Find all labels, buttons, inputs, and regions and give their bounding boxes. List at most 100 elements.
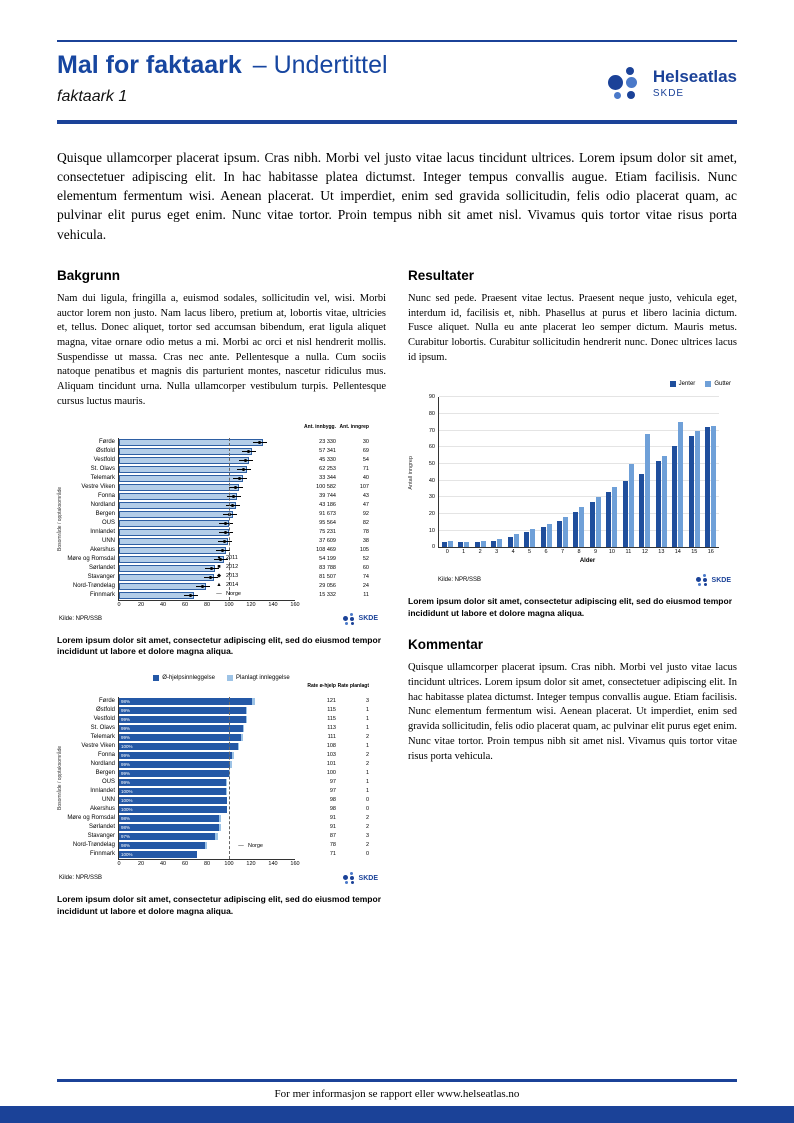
row-label: Vestfold [93,716,115,723]
table-row: 54 199 52 [303,555,369,564]
table-row: 87 3 [303,832,369,841]
marker-dot [220,548,224,552]
acute-bar: 98% [119,698,253,706]
x-tick-label: 8 [577,549,581,556]
bar [606,492,612,548]
acute-bar: 99% [119,761,231,769]
section-heading-bakgrunn: Bakgrunn [57,268,121,283]
row-label: UNN [102,797,115,804]
chart-age-gender-distribution: Jenter Gutter Antall inngrep 0 10 20 30 40 50 60 7… [408,381,737,587]
x-tick-label: 20 [137,861,145,868]
acute-bar: 99% [119,716,246,724]
x-tick-label: 0 [117,601,121,608]
skde-logo: SKDE [695,574,731,587]
y-tick-label: 60 [428,444,435,451]
rate-planned-value: 1 [365,788,369,795]
table-row: 113 1 [303,724,369,733]
bar-group [554,517,570,548]
bar-row [119,591,295,600]
x-tick-label: 60 [181,601,189,608]
bar-row [119,474,295,483]
chart1-caption: Lorem ipsum dolor sit amet, consectetur … [57,634,382,656]
bar-row [119,456,295,465]
header-titles: Mal for faktaark – Undertittel faktaark … [57,51,388,106]
procedures-value: 71 [362,465,369,472]
rate-acute-value: 100 [326,770,336,777]
rate-acute-value: 97 [329,788,336,795]
inhabitants-value: 33 344 [319,474,336,481]
bar-row [119,537,295,546]
bar [119,465,247,473]
section-heading-resultater: Resultater [408,268,475,283]
norway-reference-line [229,697,230,860]
marker-dot [222,539,226,543]
planned-bar [219,824,222,832]
table-row: 91 2 [303,814,369,823]
legend-marker-icon: ▲ [216,582,222,588]
percent-label: 99% [121,717,131,723]
dot-icon [695,577,701,583]
bar-row: 99% [119,733,295,742]
acute-bar: 98% [119,842,205,850]
row-label: UNN [102,537,115,544]
table-row: 98 0 [303,796,369,805]
title-main: Mal for faktaark [57,51,242,79]
rate-acute-value: 108 [326,743,336,750]
rate-planned-value: 2 [365,734,369,741]
dot-icon [342,875,348,881]
marker-dot [247,449,251,453]
bar [119,564,215,572]
x-tick-label: 15 [691,549,698,556]
legend-label: Norge [248,843,263,850]
bar [497,539,503,548]
acute-bar: 99% [119,770,229,778]
inhabitants-value: 91 673 [319,510,336,517]
table-row: 98 0 [303,805,369,814]
page-title: Mal for faktaark – Undertittel [57,51,388,80]
table-row: 37 609 38 [303,537,369,546]
acute-bar: 100% [119,788,226,796]
x-tick-label: 16 [707,549,714,556]
dot-icon [350,881,354,885]
table-row: 91 2 [303,823,369,832]
y-axis-label: Bosområde / opptaksområde [57,486,63,551]
bar-row [119,510,295,519]
table-row: 95 564 82 [303,519,369,528]
value-table: Rate ø-hjelp Rate planlagt 121 3 115 1 115 1 113… [303,684,369,859]
bar-row: 98% [119,814,295,823]
procedures-value: 92 [362,510,369,517]
rate-planned-value: 1 [365,770,369,777]
marker-dot [209,566,213,570]
bar-row [119,465,295,474]
table-header: Rate planlagt [337,683,369,690]
x-tick-label: 11 [625,549,632,556]
bar [507,537,513,548]
dot-icon [344,881,348,885]
x-tick-label: 100 [224,861,234,868]
bar-row [119,528,295,537]
rate-acute-value: 115 [327,707,336,714]
bar-group [604,487,620,548]
table-row: 23 330 30 [303,438,369,447]
row-label: Bergen [95,770,115,777]
plot-area: 98% 99% 99% 99% 99% 100% 99% 99% 99% 99% 100% 100% 1… [117,697,300,867]
rate-planned-value: 1 [365,707,369,714]
rate-acute-value: 98 [329,797,336,804]
bar-row: 99% [119,769,295,778]
row-label: Nord-Trøndelag [72,842,115,849]
bar-group [703,425,719,548]
planned-bar [230,761,233,769]
bar [119,573,214,581]
bar [705,427,711,548]
bar-group [620,464,636,548]
source-label: Kilde: NPR/SSB [59,615,103,622]
bar [464,542,470,548]
skde-logo: SKDE [342,612,378,625]
legend-item: ▲ 2014 [215,581,241,590]
row-label: Sørlandet [88,564,115,571]
table-row: 111 2 [303,733,369,742]
bar-group [653,455,669,548]
dot-icon [344,621,348,625]
acute-bar: 99% [119,707,246,715]
